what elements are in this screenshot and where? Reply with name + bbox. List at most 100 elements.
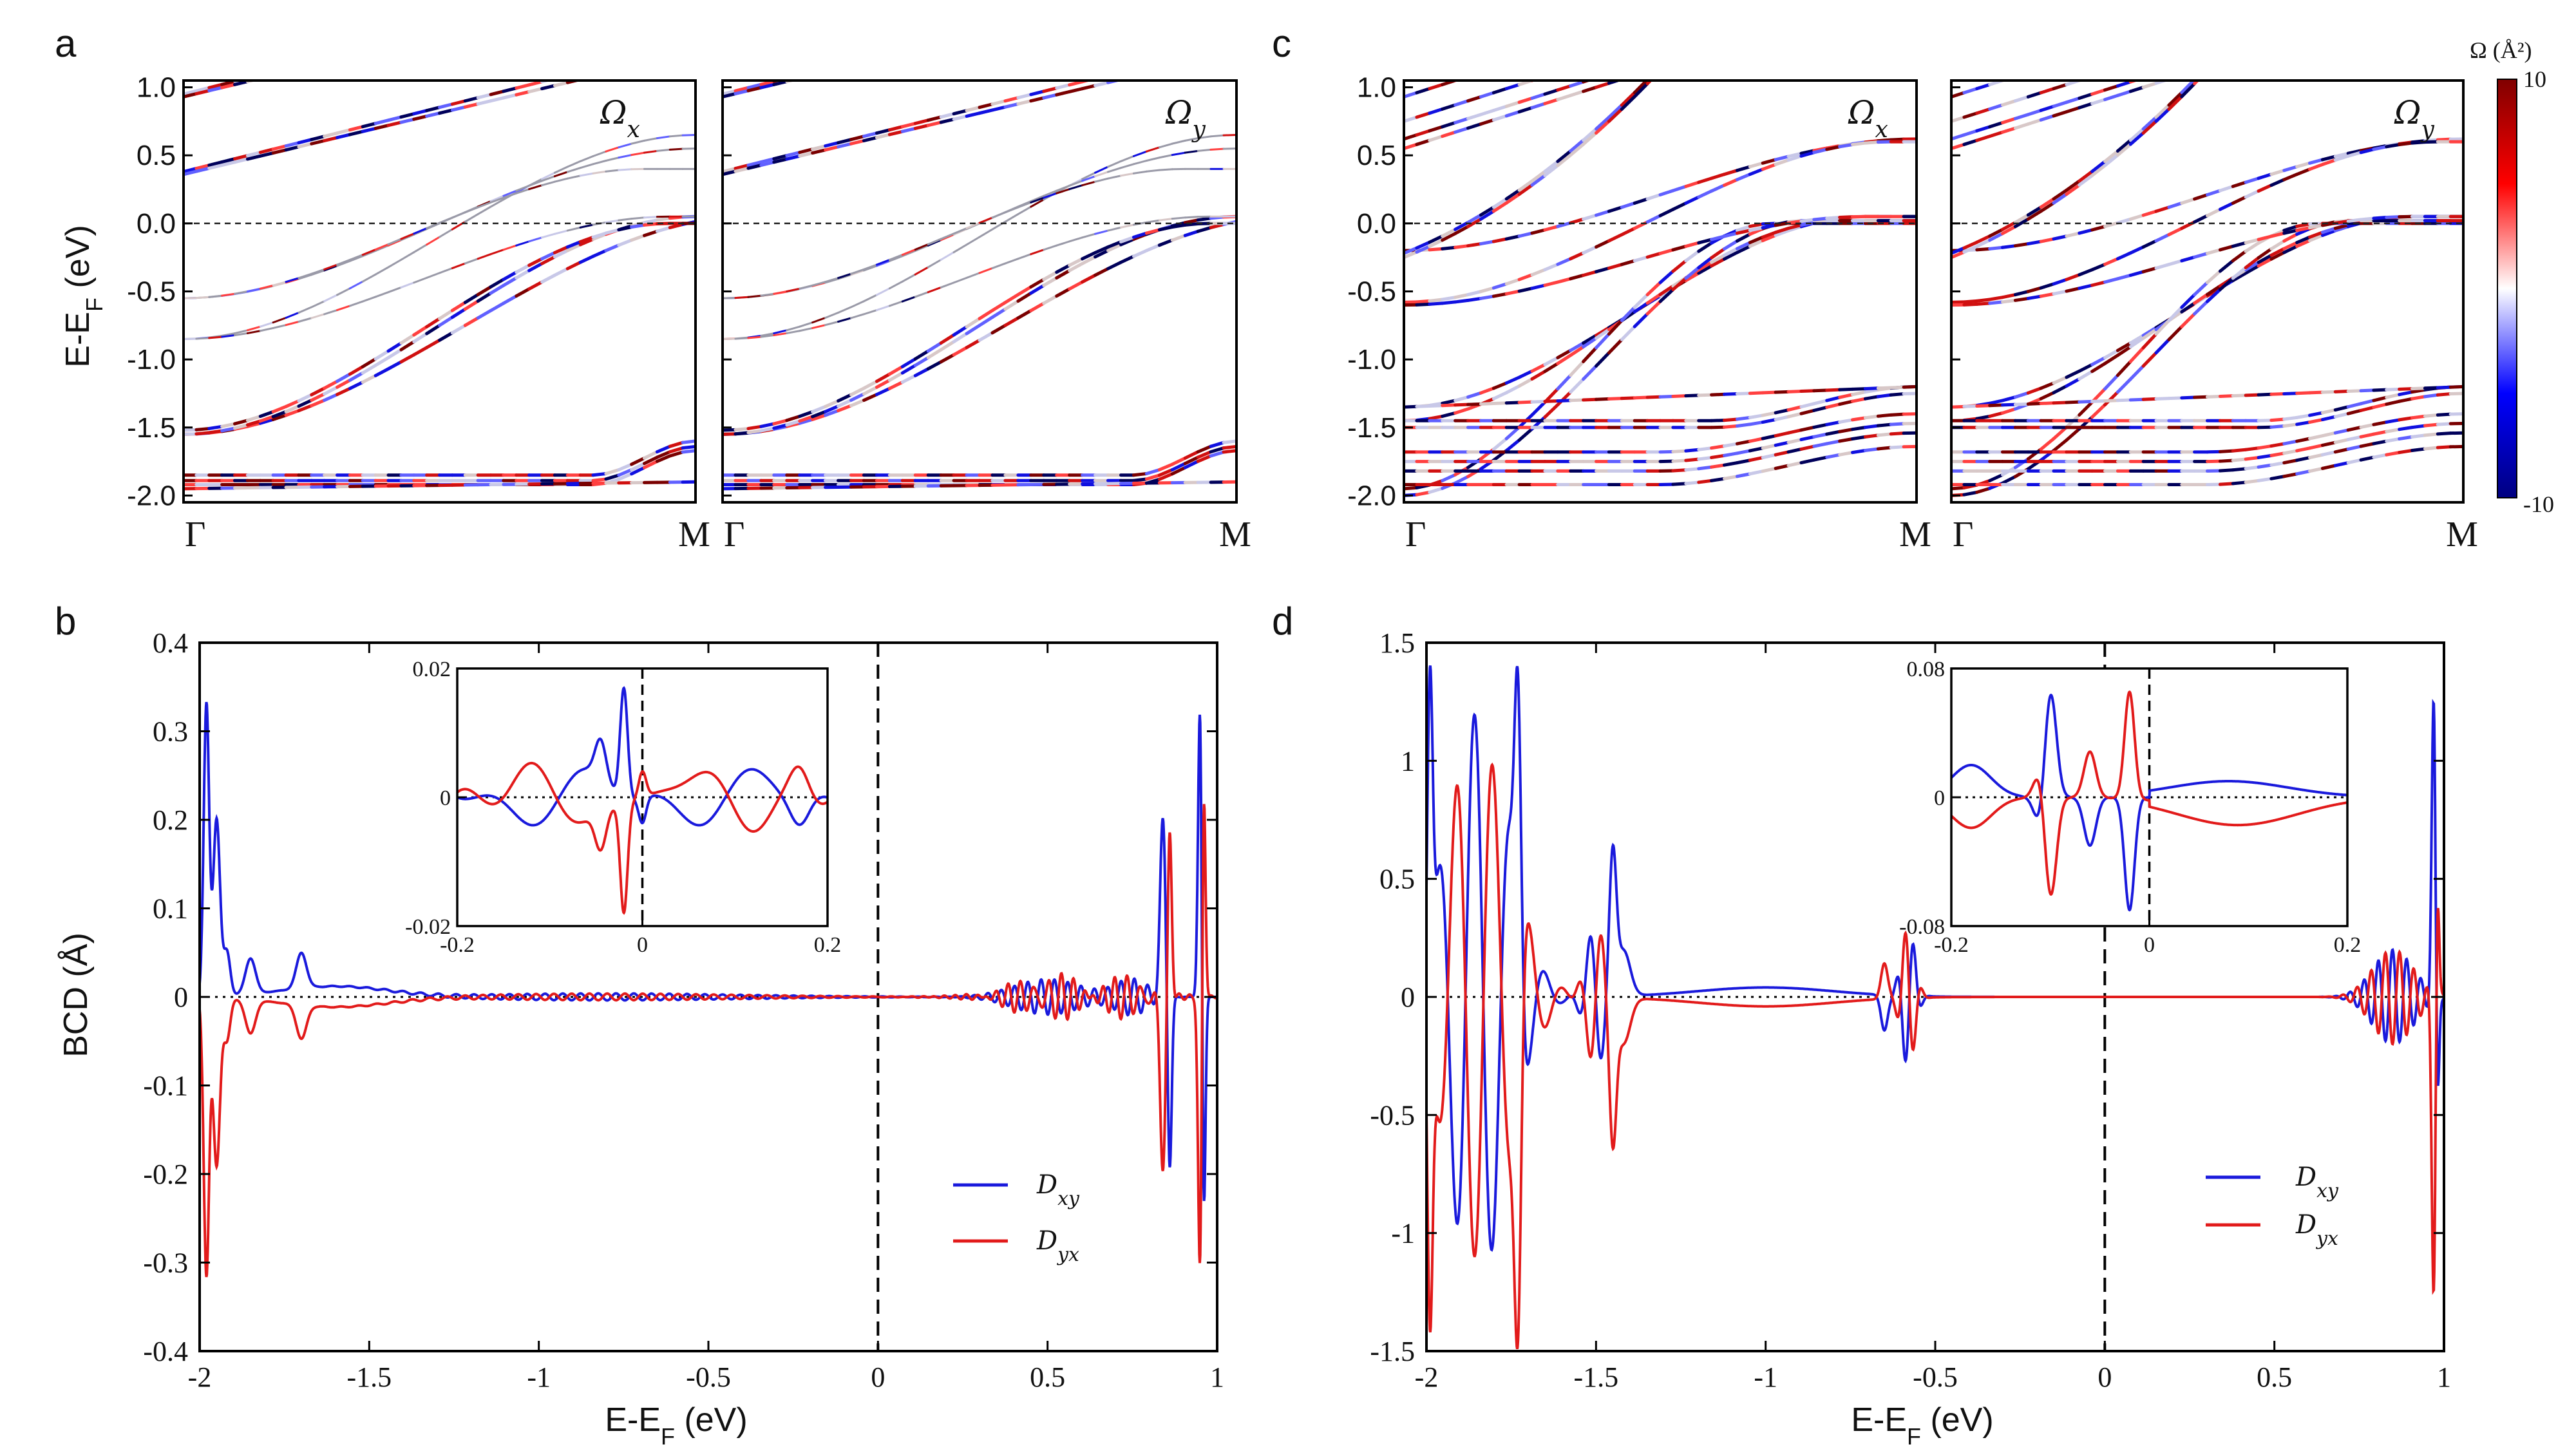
band-segment bbox=[1671, 459, 1688, 463]
band-segment bbox=[798, 415, 815, 423]
band-segment bbox=[824, 409, 840, 417]
band-segment bbox=[425, 106, 441, 113]
band-segment bbox=[2308, 418, 2324, 424]
band-segment bbox=[1684, 271, 1701, 283]
band-segment bbox=[478, 23, 491, 26]
band-segment bbox=[643, 149, 658, 154]
band-segment bbox=[2269, 178, 2286, 187]
band-segment bbox=[1673, 43, 1686, 57]
band-segment bbox=[2423, 432, 2439, 437]
y-tick-label: 0 bbox=[174, 981, 188, 1013]
band-segment bbox=[477, 253, 492, 260]
band-segment bbox=[2233, 28, 2246, 32]
band-segment bbox=[412, 346, 429, 357]
band-segment bbox=[1144, 468, 1161, 475]
band-segment bbox=[1404, 115, 1419, 123]
band-segment bbox=[1157, 468, 1174, 477]
band-segment bbox=[1710, 392, 1726, 397]
band-segment bbox=[450, 307, 467, 319]
band-segment bbox=[2359, 399, 2376, 406]
band-segment bbox=[412, 114, 429, 121]
band-segment bbox=[2282, 241, 2299, 251]
band-segment bbox=[1975, 234, 1992, 244]
band-segment bbox=[2385, 215, 2401, 220]
band-segment bbox=[1735, 415, 1752, 421]
band-segment bbox=[450, 105, 467, 112]
band-segment bbox=[1569, 80, 1586, 88]
band-segment bbox=[1517, 273, 1534, 281]
band-segment bbox=[1571, 40, 1584, 44]
band-segment bbox=[1031, 21, 1044, 24]
legend-b-dxy-label: Dxy bbox=[1036, 1170, 1080, 1210]
band-segment bbox=[2090, 160, 2107, 173]
band-segment bbox=[1454, 407, 1470, 415]
band-segment bbox=[1988, 232, 2004, 242]
band-segment bbox=[591, 471, 608, 477]
band-segment bbox=[566, 167, 582, 173]
band-segment bbox=[2346, 402, 2363, 409]
band-segment bbox=[1889, 445, 1906, 450]
band-segment bbox=[655, 444, 672, 454]
band-segment bbox=[489, 249, 505, 256]
band-segment bbox=[489, 283, 506, 295]
band-segment bbox=[2348, 18, 2361, 22]
band-segment bbox=[297, 142, 314, 149]
band-segment bbox=[1504, 82, 1521, 91]
band-segment bbox=[386, 348, 403, 359]
band-segment bbox=[412, 325, 429, 337]
band-segment bbox=[1975, 301, 1992, 306]
band-segment bbox=[785, 415, 802, 422]
band-segment bbox=[668, 134, 684, 138]
band-segment bbox=[785, 154, 802, 161]
band-segment bbox=[1622, 66, 1634, 70]
band-segment bbox=[2013, 296, 2030, 302]
band-segment bbox=[849, 135, 866, 142]
band-panel-c-omega-x: 1.00.50.0-0.5-1.0-1.5-2.0Γ M bbox=[1347, 3, 1931, 554]
band-segment bbox=[2001, 117, 2017, 124]
band-segment bbox=[1107, 167, 1122, 173]
band-segment bbox=[2233, 23, 2246, 38]
band-segment bbox=[1620, 91, 1636, 107]
band-segment bbox=[1057, 7, 1070, 10]
band-segment bbox=[2001, 126, 2017, 134]
band-segment bbox=[1647, 40, 1660, 44]
band-segment bbox=[1863, 447, 1880, 453]
band-segment bbox=[2078, 102, 2094, 109]
band-segment bbox=[1686, 3, 1699, 7]
band-segment bbox=[2282, 245, 2299, 254]
band-segment bbox=[348, 125, 365, 132]
band-segment bbox=[1119, 163, 1135, 169]
band-segment bbox=[2308, 390, 2324, 395]
band-segment bbox=[1582, 131, 1598, 146]
legend-d-dyx-label: Dyx bbox=[2295, 1210, 2338, 1250]
band-segment bbox=[1479, 286, 1495, 294]
band-segment bbox=[1209, 134, 1225, 138]
band-segment bbox=[656, 148, 671, 152]
band-segment bbox=[1454, 117, 1470, 124]
band-segment bbox=[337, 57, 350, 61]
band-segment bbox=[2333, 438, 2350, 444]
band-segment bbox=[1042, 294, 1059, 305]
band-segment bbox=[1209, 446, 1226, 454]
band-segment bbox=[2218, 259, 2235, 273]
band-segment bbox=[1863, 388, 1880, 394]
band-segment bbox=[1569, 341, 1586, 352]
band-segment bbox=[1441, 232, 1457, 242]
y-tick-label: -1.5 bbox=[1370, 1336, 1415, 1367]
band-segment bbox=[1095, 75, 1108, 79]
band-segment bbox=[1556, 390, 1573, 407]
band-segment bbox=[1184, 216, 1199, 219]
band-segment bbox=[926, 120, 943, 128]
band-segment bbox=[1183, 455, 1200, 466]
band-segment bbox=[1119, 235, 1135, 244]
band-segment bbox=[1144, 243, 1161, 252]
band-segment bbox=[2206, 207, 2222, 218]
band-segment bbox=[1081, 171, 1097, 180]
band-segment bbox=[1951, 115, 1966, 123]
band-segment bbox=[747, 336, 762, 339]
band-segment bbox=[2231, 467, 2248, 472]
band-segment bbox=[2271, 15, 2284, 19]
band-segment bbox=[1030, 249, 1045, 256]
band-segment bbox=[759, 422, 776, 428]
band-segment bbox=[567, 72, 580, 75]
